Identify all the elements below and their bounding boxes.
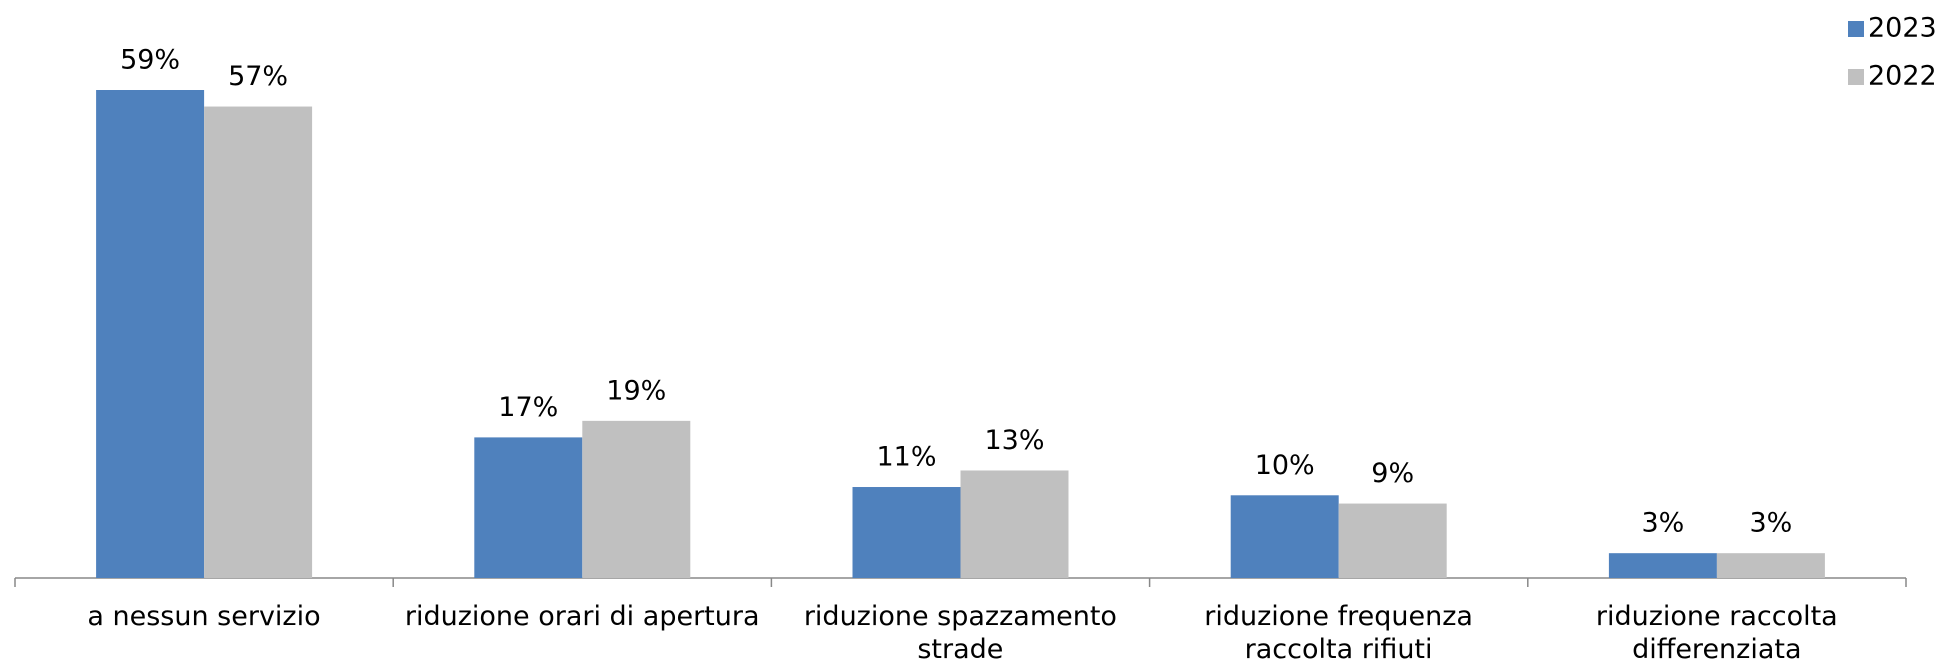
legend-swatch: [1848, 69, 1864, 85]
data-label: 3%: [1749, 508, 1792, 539]
bar: [1608, 553, 1717, 578]
legend-swatch: [1848, 21, 1864, 37]
x-tick-label: a nessun servizio: [87, 601, 321, 632]
bar: [852, 487, 961, 578]
data-label: 9%: [1371, 458, 1414, 489]
data-label: 17%: [498, 392, 558, 423]
legend-label: 2023: [1868, 13, 1937, 44]
bar: [474, 437, 583, 578]
x-tick-label: riduzione orari di apertura: [404, 601, 760, 632]
data-label: 3%: [1641, 508, 1684, 539]
bar: [1230, 495, 1339, 578]
data-label: 19%: [606, 375, 666, 406]
data-label: 11%: [876, 442, 936, 473]
data-label: 57%: [228, 61, 288, 92]
legend-label: 2022: [1868, 61, 1937, 92]
x-tick-label: riduzione spazzamento strade: [803, 601, 1117, 665]
bar: [582, 420, 691, 578]
x-tick-label: riduzione frequenza raccolta rifiuti: [1204, 601, 1473, 665]
bar: [1716, 553, 1825, 578]
data-label: 59%: [120, 45, 180, 76]
bar: [96, 90, 205, 578]
bar: [960, 470, 1069, 578]
data-label: 10%: [1255, 450, 1315, 481]
bar: [204, 106, 313, 579]
data-label: 13%: [984, 425, 1044, 456]
x-tick-label: riduzione raccolta differenziata: [1595, 601, 1838, 665]
bar: [1338, 503, 1447, 578]
